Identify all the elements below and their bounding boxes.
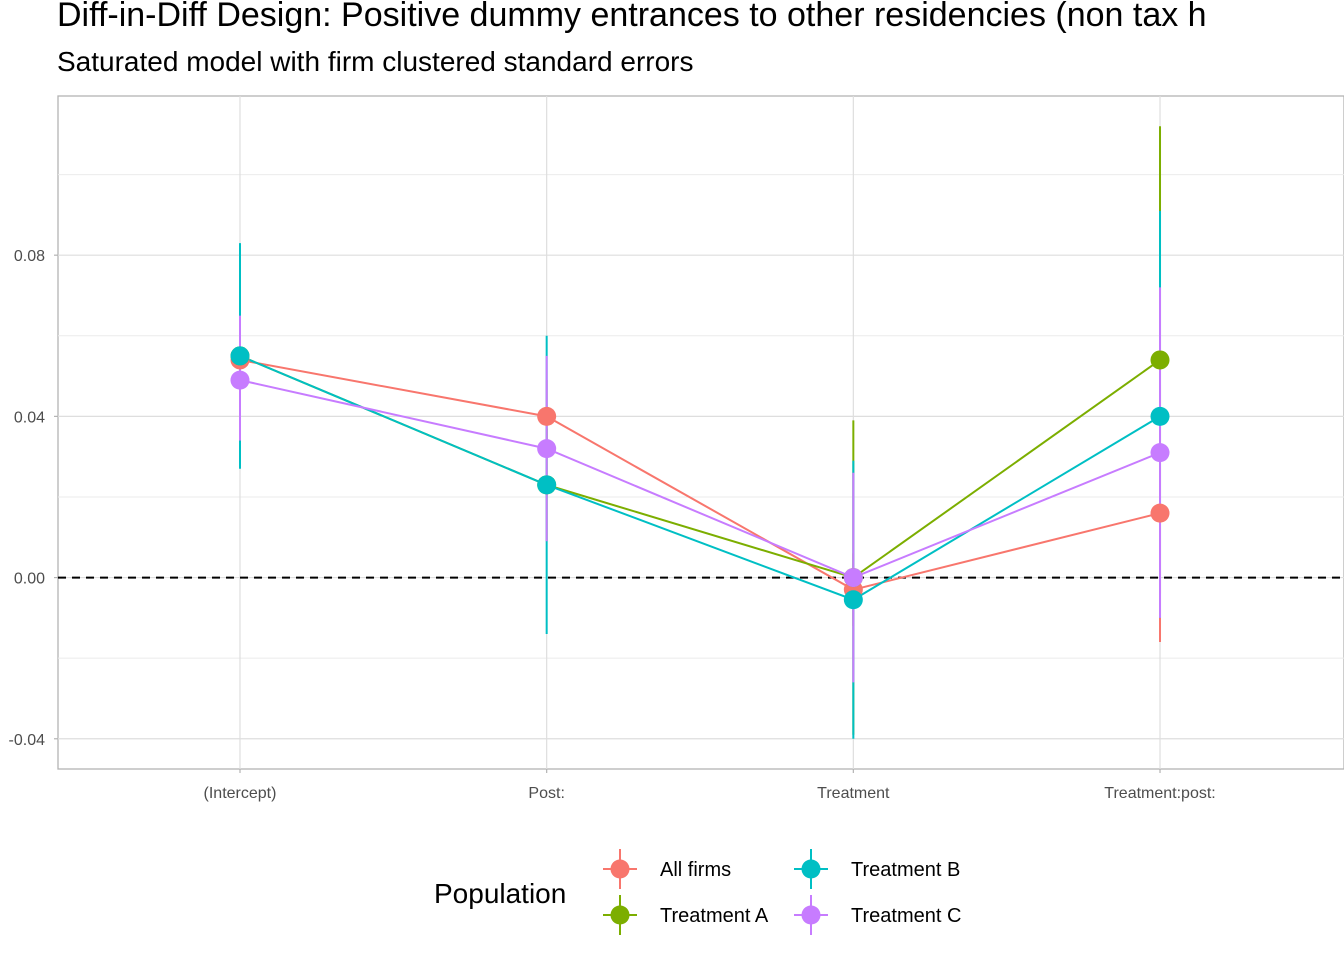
y-tick-label: 0.00 <box>14 571 45 588</box>
x-tick-label: Treatment:post: <box>1104 785 1215 802</box>
data-point-treatment-a <box>1150 350 1170 370</box>
legend-key-point <box>610 905 630 925</box>
x-tick-label: Post: <box>528 785 564 802</box>
series-lines <box>239 355 1161 601</box>
data-point-treatment-c <box>537 439 557 459</box>
x-tick-label: Treatment <box>817 785 890 802</box>
legend-label: Treatment C <box>851 905 961 927</box>
data-point-all-firms <box>537 406 557 426</box>
legend-key-point <box>801 905 821 925</box>
data-point-treatment-b <box>230 346 250 366</box>
legend-label: Treatment B <box>851 859 960 881</box>
minor-grid <box>58 174 1344 659</box>
chart-title: Diff-in-Diff Design: Positive dummy entr… <box>57 0 1207 34</box>
y-axis: -0.04 0.00 0.04 0.08 <box>9 248 58 749</box>
data-point-treatment-b <box>1150 406 1170 426</box>
legend-item-treatment-b: Treatment B <box>794 849 960 889</box>
legend-label: All firms <box>660 859 731 881</box>
data-point-treatment-c <box>843 568 863 588</box>
legend-title: Population <box>434 878 566 909</box>
data-point-treatment-c <box>1150 443 1170 463</box>
legend-key-point <box>610 859 630 879</box>
data-point-treatment-b <box>537 475 557 495</box>
data-point-treatment-b <box>843 590 863 610</box>
legend-item-treatment-c: Treatment C <box>794 895 961 935</box>
x-tick-label: (Intercept) <box>204 785 277 802</box>
y-tick-label: 0.08 <box>14 248 45 265</box>
plot-panel <box>57 95 1344 770</box>
x-axis: (Intercept) Post: Treatment Treatment:post: <box>204 769 1216 802</box>
data-point-all-firms <box>1150 503 1170 523</box>
y-tick-label: -0.04 <box>9 732 46 749</box>
data-points <box>230 346 1170 610</box>
legend: Population All firms Treatment A Treatment… <box>434 849 961 935</box>
legend-key-point <box>801 859 821 879</box>
legend-label: Treatment A <box>660 905 769 927</box>
legend-item-treatment-a: Treatment A <box>603 895 769 935</box>
chart-subtitle: Saturated model with firm clustered stan… <box>57 46 694 77</box>
series-line-all-firms <box>239 358 1161 591</box>
y-tick-label: 0.04 <box>14 409 45 426</box>
data-point-treatment-c <box>230 370 250 390</box>
legend-item-all-firms: All firms <box>603 849 731 889</box>
series-line-treatment-c <box>239 379 1161 579</box>
series-line-treatment-b <box>239 355 1161 601</box>
